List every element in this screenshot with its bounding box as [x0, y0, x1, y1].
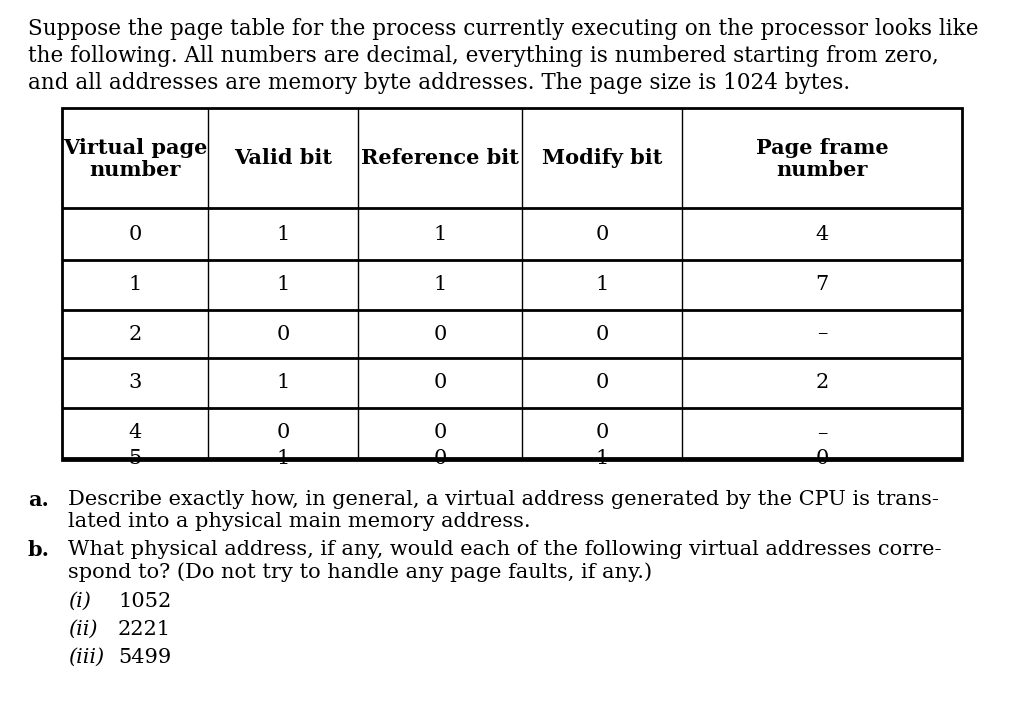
Text: Modify bit: Modify bit [542, 148, 663, 168]
Text: 0: 0 [276, 325, 290, 343]
Text: 0: 0 [433, 374, 446, 392]
Text: 0: 0 [433, 449, 446, 468]
Text: b.: b. [28, 540, 50, 560]
Text: Describe exactly how, in general, a virtual address generated by the CPU is tran: Describe exactly how, in general, a virt… [68, 490, 939, 509]
Text: 0: 0 [595, 224, 608, 244]
Text: 1: 1 [276, 449, 290, 468]
Text: a.: a. [28, 490, 49, 510]
Text: –: – [817, 325, 827, 343]
Text: Suppose the page table for the process currently executing on the processor look: Suppose the page table for the process c… [28, 18, 979, 40]
Text: (iii): (iii) [68, 648, 104, 667]
Text: 2: 2 [815, 374, 828, 392]
Text: lated into a physical main memory address.: lated into a physical main memory addres… [68, 512, 530, 531]
Text: 0: 0 [128, 224, 141, 244]
Text: number: number [89, 160, 180, 180]
Text: 7: 7 [815, 276, 828, 295]
Text: Valid bit: Valid bit [234, 148, 332, 168]
Text: Page frame: Page frame [756, 138, 888, 158]
Text: 0: 0 [433, 325, 446, 343]
Text: 2221: 2221 [118, 620, 171, 639]
Text: 1: 1 [276, 276, 290, 295]
Text: spond to? (Do not try to handle any page faults, if any.): spond to? (Do not try to handle any page… [68, 562, 652, 582]
Text: Virtual page: Virtual page [62, 138, 207, 158]
Text: 1: 1 [276, 374, 290, 392]
Text: 1: 1 [595, 449, 608, 468]
Text: 1: 1 [595, 276, 608, 295]
Text: the following. All numbers are decimal, everything is numbered starting from zer: the following. All numbers are decimal, … [28, 45, 939, 67]
Text: 4: 4 [128, 424, 141, 442]
Text: 2: 2 [128, 325, 141, 343]
Text: 1: 1 [433, 276, 446, 295]
Text: 5: 5 [128, 449, 141, 468]
Text: and all addresses are memory byte addresses. The page size is 1024 bytes.: and all addresses are memory byte addres… [28, 72, 850, 94]
Text: (i): (i) [68, 592, 91, 611]
Text: 4: 4 [815, 224, 828, 244]
Text: 1052: 1052 [118, 592, 171, 611]
Bar [62, 108, 962, 460]
Text: What physical address, if any, would each of the following virtual addresses cor: What physical address, if any, would eac… [68, 540, 941, 559]
Text: 0: 0 [595, 374, 608, 392]
Text: (ii): (ii) [68, 620, 97, 639]
Text: 0: 0 [815, 449, 828, 468]
Text: 1: 1 [128, 276, 141, 295]
Text: 0: 0 [276, 424, 290, 442]
Text: 0: 0 [433, 424, 446, 442]
Text: –: – [817, 424, 827, 442]
Text: 1: 1 [276, 224, 290, 244]
Text: Reference bit: Reference bit [361, 148, 519, 168]
Text: 1: 1 [433, 224, 446, 244]
Text: 3: 3 [128, 374, 141, 392]
Text: number: number [776, 160, 867, 180]
Text: 5499: 5499 [118, 648, 171, 667]
Text: 0: 0 [595, 325, 608, 343]
Text: 0: 0 [595, 424, 608, 442]
